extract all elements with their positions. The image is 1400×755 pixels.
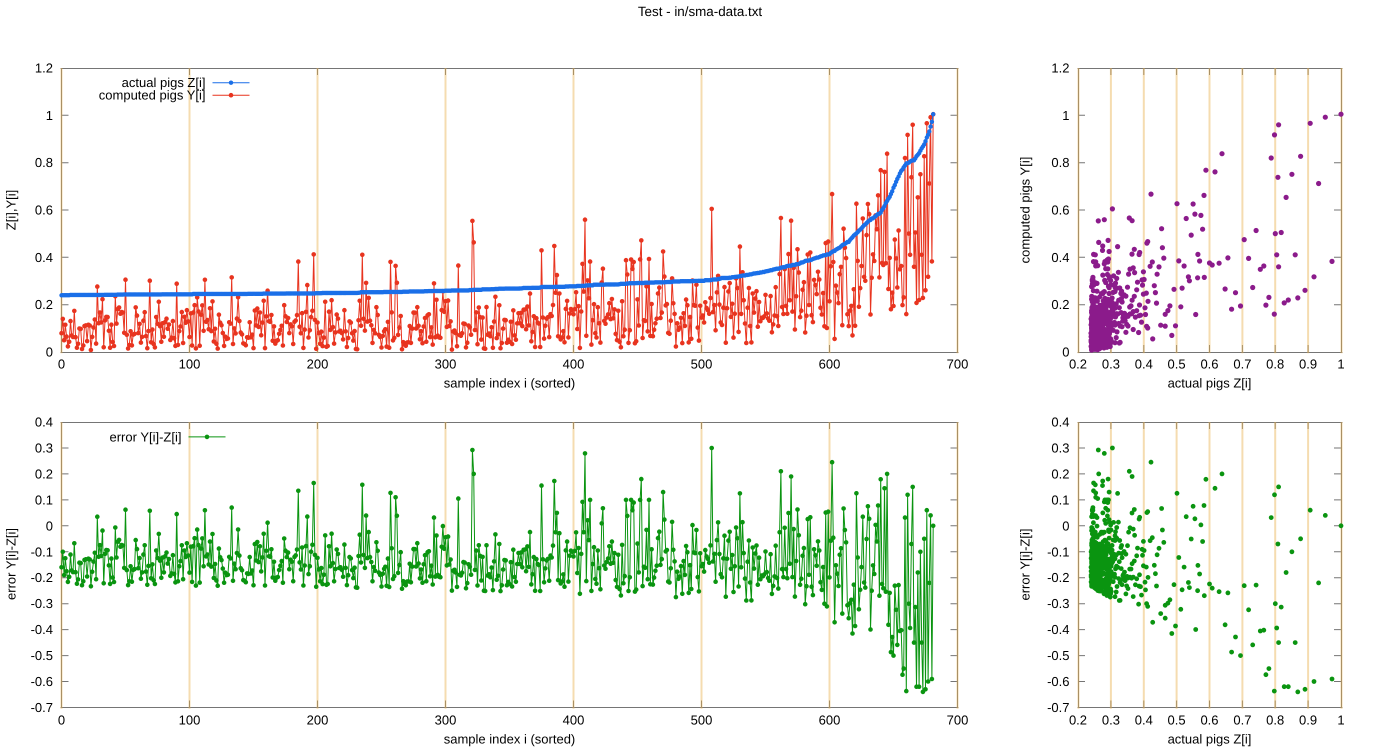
svg-text:0.2: 0.2 [35,466,53,481]
svg-text:computed pigs Y[i]: computed pigs Y[i] [1017,157,1032,264]
svg-text:1: 1 [1337,712,1344,727]
svg-text:-0.6: -0.6 [31,674,53,689]
svg-text:-0.4: -0.4 [1047,622,1069,637]
svg-text:1: 1 [46,108,53,123]
svg-text:error Y[i]-Z[i]: error Y[i]-Z[i] [1017,529,1032,601]
svg-text:-0.5: -0.5 [31,648,53,663]
svg-text:1.2: 1.2 [35,61,53,76]
svg-text:0.6: 0.6 [1051,203,1069,218]
svg-text:0.3: 0.3 [1102,712,1120,727]
svg-text:200: 200 [307,357,329,372]
svg-text:0.8: 0.8 [1266,357,1284,372]
svg-text:0.4: 0.4 [1135,712,1153,727]
svg-text:0.8: 0.8 [35,155,53,170]
svg-text:0.8: 0.8 [1051,155,1069,170]
svg-text:-0.1: -0.1 [1047,544,1069,559]
svg-text:Test - in/sma-data.txt: Test - in/sma-data.txt [638,4,763,19]
svg-text:0.2: 0.2 [1051,466,1069,481]
svg-text:-0.7: -0.7 [1047,700,1069,715]
svg-text:100: 100 [179,357,201,372]
svg-text:400: 400 [563,712,585,727]
svg-text:-0.4: -0.4 [31,622,53,637]
svg-text:0: 0 [58,357,65,372]
svg-text:0.8: 0.8 [1266,712,1284,727]
svg-text:1: 1 [1062,108,1069,123]
svg-text:0.4: 0.4 [1051,250,1069,265]
svg-text:0.4: 0.4 [35,415,53,430]
svg-text:0.4: 0.4 [1135,357,1153,372]
svg-text:-0.1: -0.1 [31,544,53,559]
svg-text:0.9: 0.9 [1299,712,1317,727]
svg-text:300: 300 [435,712,457,727]
svg-text:0.1: 0.1 [35,492,53,507]
svg-text:0.4: 0.4 [1051,415,1069,430]
svg-text:1.2: 1.2 [1051,61,1069,76]
svg-text:0: 0 [46,345,53,360]
svg-text:0.2: 0.2 [1051,297,1069,312]
svg-text:0: 0 [1062,518,1069,533]
svg-text:0.6: 0.6 [1200,712,1218,727]
svg-text:0: 0 [1062,345,1069,360]
svg-text:actual pigs Z[i]: actual pigs Z[i] [122,75,206,90]
svg-text:700: 700 [947,357,969,372]
svg-text:0.7: 0.7 [1233,357,1251,372]
svg-text:0.3: 0.3 [35,441,53,456]
svg-text:0.3: 0.3 [1051,441,1069,456]
svg-text:-0.2: -0.2 [31,570,53,585]
svg-text:Z[i],Y[i]: Z[i],Y[i] [3,190,18,230]
svg-text:100: 100 [179,712,201,727]
svg-text:0.3: 0.3 [1102,357,1120,372]
svg-text:0.7: 0.7 [1233,712,1251,727]
svg-text:200: 200 [307,712,329,727]
svg-text:error Y[i]-Z[i]: error Y[i]-Z[i] [110,429,182,444]
svg-text:0.4: 0.4 [35,250,53,265]
svg-text:-0.6: -0.6 [1047,674,1069,689]
svg-text:0.6: 0.6 [1200,357,1218,372]
svg-text:actual pigs Z[i]: actual pigs Z[i] [1168,376,1252,391]
svg-text:300: 300 [435,357,457,372]
svg-text:0.2: 0.2 [35,297,53,312]
svg-text:0.5: 0.5 [1168,712,1186,727]
svg-text:sample index i (sorted): sample index i (sorted) [444,732,576,747]
svg-text:1: 1 [1337,357,1344,372]
svg-text:500: 500 [691,357,713,372]
svg-text:error Y[i]-Z[i]: error Y[i]-Z[i] [3,528,18,600]
svg-text:0.6: 0.6 [35,203,53,218]
svg-text:0.2: 0.2 [1069,712,1087,727]
svg-text:-0.3: -0.3 [31,596,53,611]
svg-text:0: 0 [58,712,65,727]
svg-text:-0.2: -0.2 [1047,570,1069,585]
svg-text:0.1: 0.1 [1051,492,1069,507]
svg-text:sample index i (sorted): sample index i (sorted) [444,375,576,390]
svg-text:-0.5: -0.5 [1047,648,1069,663]
svg-text:0: 0 [46,518,53,533]
svg-text:-0.7: -0.7 [31,700,53,715]
svg-text:700: 700 [947,712,969,727]
svg-text:400: 400 [563,357,585,372]
svg-text:600: 600 [819,357,841,372]
svg-text:500: 500 [691,712,713,727]
svg-text:actual pigs Z[i]: actual pigs Z[i] [1168,731,1252,746]
svg-text:0.2: 0.2 [1069,357,1087,372]
svg-text:computed pigs Y[i]: computed pigs Y[i] [99,88,206,103]
svg-text:0.5: 0.5 [1168,357,1186,372]
svg-text:600: 600 [819,712,841,727]
svg-text:0.9: 0.9 [1299,357,1317,372]
svg-text:-0.3: -0.3 [1047,596,1069,611]
